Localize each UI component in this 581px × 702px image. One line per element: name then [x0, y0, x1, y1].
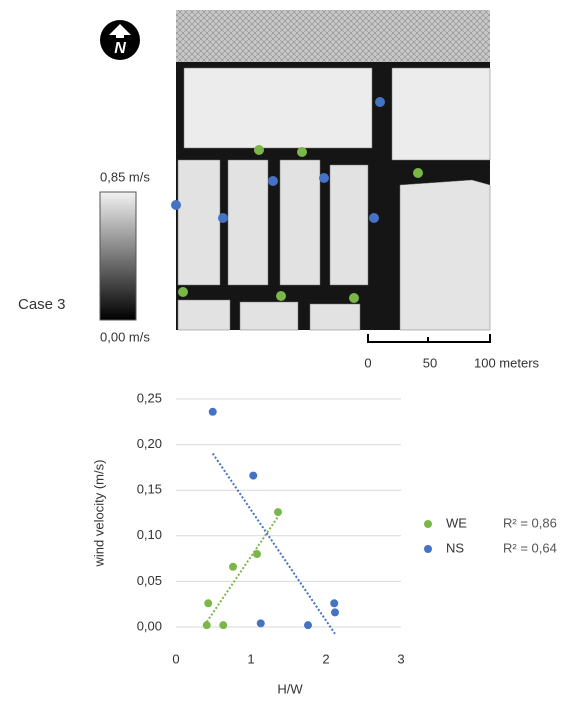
x-tick-label: 1: [247, 651, 254, 666]
colorbar-max: 0,85 m/s: [100, 169, 150, 184]
data-point: [249, 472, 257, 480]
data-point: [203, 621, 211, 629]
legend-marker: [424, 520, 432, 528]
x-tick-label: 0: [172, 651, 179, 666]
data-point: [204, 599, 212, 607]
legend-label: WE: [446, 515, 467, 530]
x-axis-label: H/W: [277, 681, 303, 696]
y-tick-label: 0,25: [137, 390, 162, 405]
colorbar: [100, 192, 136, 320]
scale-label: 50: [423, 355, 437, 370]
wind-map: [171, 10, 490, 330]
scale-label: 0: [364, 355, 371, 370]
data-point: [274, 508, 282, 516]
scale-bar: 0 50 100 meters: [364, 334, 539, 370]
x-tick-label: 2: [322, 651, 329, 666]
case-label: Case 3: [18, 296, 66, 313]
data-point: [257, 619, 265, 627]
trendline: [207, 517, 278, 622]
r-squared-label: R² = 0,64: [503, 540, 557, 555]
y-tick-label: 0,00: [137, 618, 162, 633]
y-tick-label: 0,20: [137, 436, 162, 451]
scale-label: 100 meters: [474, 355, 540, 370]
data-point: [253, 550, 261, 558]
data-point: [209, 408, 217, 416]
y-tick-label: 0,10: [137, 527, 162, 542]
data-point: [331, 608, 339, 616]
north-icon: N: [100, 20, 140, 60]
north-label: N: [114, 40, 126, 57]
data-point: [304, 621, 312, 629]
legend-label: NS: [446, 540, 464, 555]
data-point: [219, 621, 227, 629]
x-tick-label: 3: [397, 651, 404, 666]
y-axis-label: wind velocity (m/s): [91, 460, 106, 568]
y-tick-label: 0,05: [137, 573, 162, 588]
data-point: [330, 599, 338, 607]
trendline: [213, 453, 335, 633]
colorbar-min: 0,00 m/s: [100, 329, 150, 344]
figure: N 0,85 m/s 0,00 m/s Case 3 0 50 100 mete…: [0, 0, 581, 702]
data-point: [229, 563, 237, 571]
r-squared-label: R² = 0,86: [503, 515, 557, 530]
legend-marker: [424, 545, 432, 553]
y-tick-label: 0,15: [137, 482, 162, 497]
